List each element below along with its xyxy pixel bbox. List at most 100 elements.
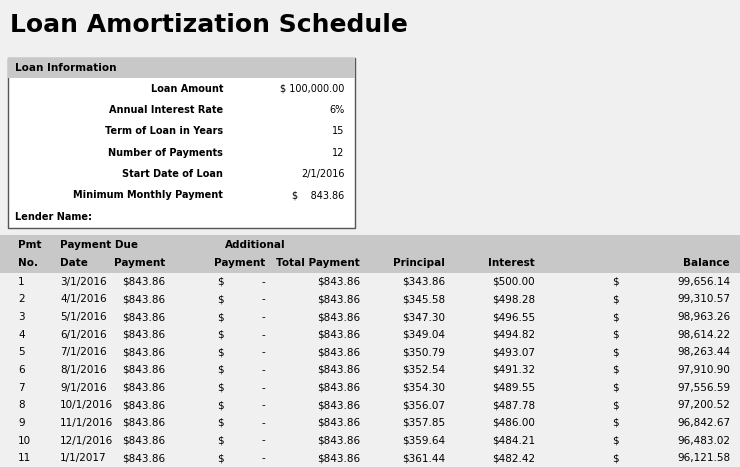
Text: No.: No. — [18, 259, 38, 269]
Text: $843.86: $843.86 — [122, 436, 165, 446]
Text: $487.78: $487.78 — [492, 400, 535, 410]
Text: 11: 11 — [18, 453, 31, 463]
Text: 8/1/2016: 8/1/2016 — [60, 365, 107, 375]
Text: 1: 1 — [18, 277, 24, 287]
Text: $: $ — [217, 436, 223, 446]
Text: 3: 3 — [18, 312, 24, 322]
Text: 4: 4 — [18, 330, 24, 340]
Text: 7/1/2016: 7/1/2016 — [60, 347, 107, 357]
Text: 96,483.02: 96,483.02 — [677, 436, 730, 446]
Text: $843.86: $843.86 — [317, 365, 360, 375]
Text: $494.82: $494.82 — [492, 330, 535, 340]
Text: Payment Due: Payment Due — [60, 240, 138, 249]
Text: Lender Name:: Lender Name: — [15, 212, 92, 222]
Text: $843.86: $843.86 — [122, 382, 165, 393]
Text: $    843.86: $ 843.86 — [292, 191, 345, 200]
Text: $843.86: $843.86 — [122, 453, 165, 463]
Text: $843.86: $843.86 — [317, 400, 360, 410]
Text: $843.86: $843.86 — [122, 400, 165, 410]
Text: $: $ — [217, 347, 223, 357]
Text: Principal: Principal — [393, 259, 445, 269]
Text: 10: 10 — [18, 436, 31, 446]
Text: -: - — [261, 312, 265, 322]
Text: $489.55: $489.55 — [492, 382, 535, 393]
FancyBboxPatch shape — [8, 58, 355, 78]
Text: $843.86: $843.86 — [122, 312, 165, 322]
Text: 8: 8 — [18, 400, 24, 410]
Text: $349.04: $349.04 — [402, 330, 445, 340]
Text: $484.21: $484.21 — [492, 436, 535, 446]
Text: -: - — [261, 436, 265, 446]
Text: $347.30: $347.30 — [402, 312, 445, 322]
Text: 97,200.52: 97,200.52 — [677, 400, 730, 410]
Text: 6%: 6% — [329, 105, 345, 115]
Text: $: $ — [217, 330, 223, 340]
Text: Additional: Additional — [225, 240, 286, 249]
Text: 9: 9 — [18, 418, 24, 428]
Text: $843.86: $843.86 — [122, 365, 165, 375]
Text: $843.86: $843.86 — [317, 330, 360, 340]
Text: 10/1/2016: 10/1/2016 — [60, 400, 113, 410]
Text: 12/1/2016: 12/1/2016 — [60, 436, 113, 446]
Text: -: - — [261, 418, 265, 428]
Text: 1/1/2017: 1/1/2017 — [60, 453, 107, 463]
Text: -: - — [261, 382, 265, 393]
Text: $: $ — [612, 418, 619, 428]
Text: 6: 6 — [18, 365, 24, 375]
Text: $345.58: $345.58 — [402, 295, 445, 304]
Text: $: $ — [217, 453, 223, 463]
Text: $486.00: $486.00 — [492, 418, 535, 428]
Text: $: $ — [612, 453, 619, 463]
Text: $: $ — [612, 330, 619, 340]
Text: $356.07: $356.07 — [402, 400, 445, 410]
Text: Loan Amount: Loan Amount — [151, 84, 223, 94]
Text: Interest: Interest — [488, 259, 535, 269]
Text: $: $ — [217, 382, 223, 393]
Text: $ 100,000.00: $ 100,000.00 — [280, 84, 345, 94]
Text: -: - — [261, 365, 265, 375]
Text: $843.86: $843.86 — [317, 418, 360, 428]
Text: 96,121.58: 96,121.58 — [677, 453, 730, 463]
Text: 99,656.14: 99,656.14 — [677, 277, 730, 287]
Text: $: $ — [612, 382, 619, 393]
Text: 96,842.67: 96,842.67 — [677, 418, 730, 428]
Text: 2/1/2016: 2/1/2016 — [301, 169, 345, 179]
Text: 6/1/2016: 6/1/2016 — [60, 330, 107, 340]
Text: $354.30: $354.30 — [402, 382, 445, 393]
Text: Balance: Balance — [683, 259, 730, 269]
Bar — [0, 235, 740, 273]
Text: $: $ — [217, 418, 223, 428]
Text: $843.86: $843.86 — [122, 418, 165, 428]
Text: $491.32: $491.32 — [492, 365, 535, 375]
Text: 97,910.90: 97,910.90 — [677, 365, 730, 375]
Text: 11/1/2016: 11/1/2016 — [60, 418, 113, 428]
Text: $: $ — [612, 295, 619, 304]
Text: Term of Loan in Years: Term of Loan in Years — [105, 127, 223, 136]
Text: $843.86: $843.86 — [122, 295, 165, 304]
Text: $359.64: $359.64 — [402, 436, 445, 446]
Text: Loan Amortization Schedule: Loan Amortization Schedule — [10, 13, 408, 37]
Text: 98,263.44: 98,263.44 — [677, 347, 730, 357]
Text: $352.54: $352.54 — [402, 365, 445, 375]
Text: 97,556.59: 97,556.59 — [677, 382, 730, 393]
Text: $498.28: $498.28 — [492, 295, 535, 304]
Text: $: $ — [612, 312, 619, 322]
Text: 2: 2 — [18, 295, 24, 304]
Text: 3/1/2016: 3/1/2016 — [60, 277, 107, 287]
Text: 7: 7 — [18, 382, 24, 393]
FancyBboxPatch shape — [8, 58, 355, 228]
Text: $: $ — [612, 400, 619, 410]
Text: $493.07: $493.07 — [492, 347, 535, 357]
Text: $843.86: $843.86 — [317, 347, 360, 357]
Text: Payment: Payment — [214, 259, 265, 269]
Text: 5/1/2016: 5/1/2016 — [60, 312, 107, 322]
Text: 4/1/2016: 4/1/2016 — [60, 295, 107, 304]
Text: $: $ — [612, 365, 619, 375]
Text: Date: Date — [60, 259, 88, 269]
Text: -: - — [261, 347, 265, 357]
Text: $496.55: $496.55 — [492, 312, 535, 322]
Text: $: $ — [612, 347, 619, 357]
Text: $843.86: $843.86 — [317, 382, 360, 393]
Text: Number of Payments: Number of Payments — [108, 148, 223, 158]
Text: $843.86: $843.86 — [122, 277, 165, 287]
